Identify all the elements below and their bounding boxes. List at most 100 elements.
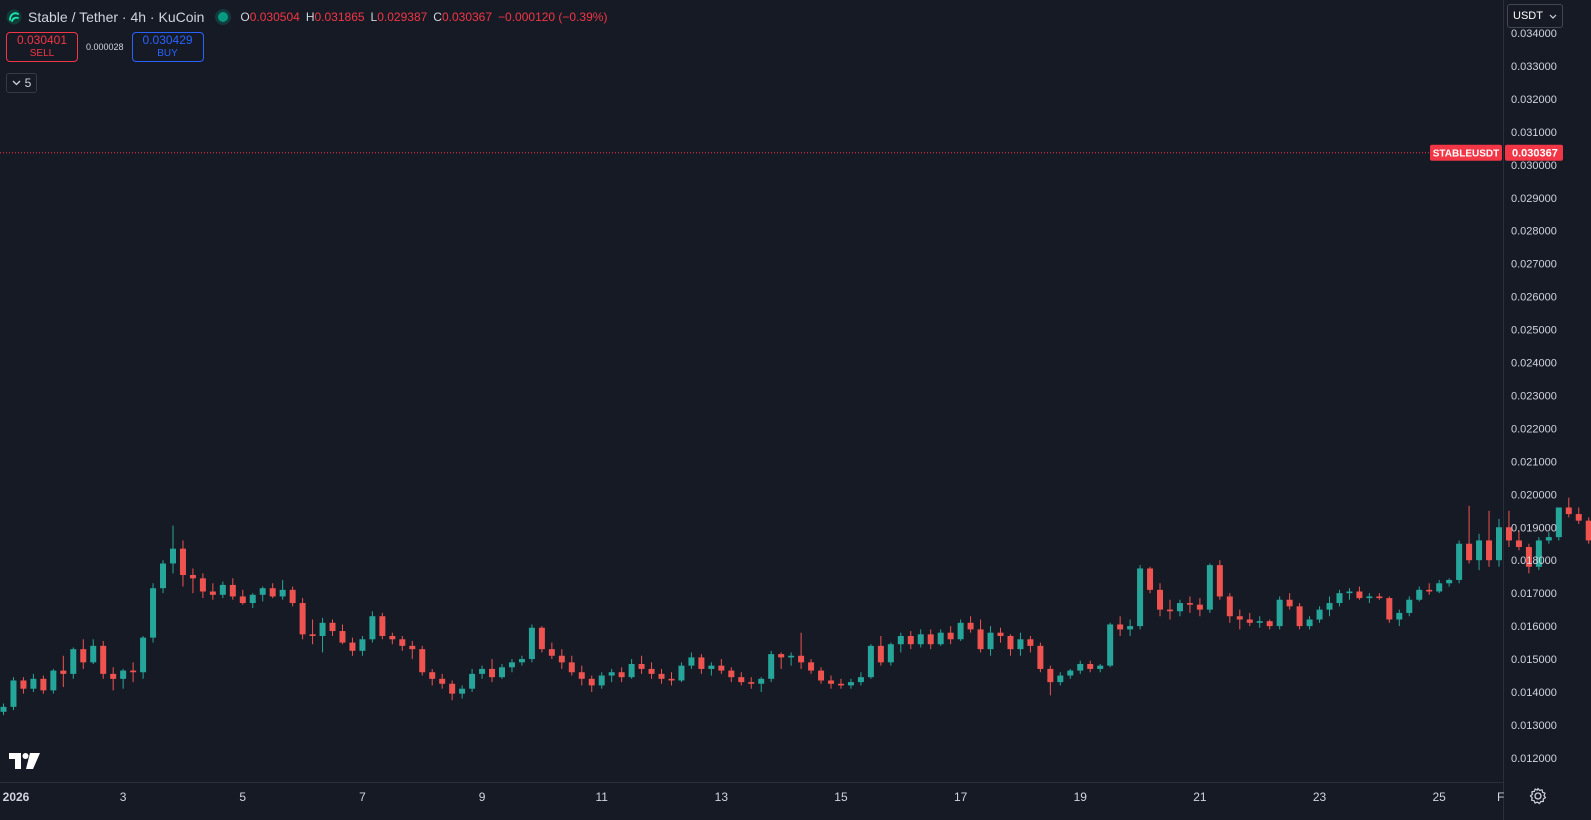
candle-body [518, 659, 525, 663]
buy-label: BUY [157, 48, 178, 59]
candle-body [698, 657, 705, 669]
tradingview-logo-icon[interactable] [9, 752, 41, 770]
candle-body [1296, 606, 1303, 627]
price-tick-label: 0.030000 [1511, 160, 1557, 172]
time-tick-label: 23 [1313, 790, 1327, 804]
symbol-title[interactable]: Stable / Tether · 4h · KuCoin [28, 9, 205, 25]
candle-body [1007, 635, 1014, 650]
candle-body [10, 680, 17, 707]
candle-body [459, 688, 466, 694]
candle-body [279, 589, 286, 597]
candle-body [1466, 543, 1473, 561]
candle-body [1147, 568, 1154, 590]
candle-body [479, 668, 486, 674]
price-tick-label: 0.023000 [1511, 390, 1557, 402]
currency-select[interactable]: USDT [1507, 4, 1563, 28]
spread-value: 0.000028 [86, 42, 124, 52]
ohlc-high-value: 0.031865 [314, 10, 365, 24]
candle-body [229, 584, 236, 597]
candle-body [538, 627, 545, 650]
candle-body [967, 622, 974, 630]
price-tick-label: 0.014000 [1511, 687, 1557, 699]
ohlc-change-value: −0.000120 (−0.39%) [498, 10, 608, 24]
candle-body [1575, 514, 1582, 521]
candle-body [947, 632, 954, 640]
candle-body [20, 680, 27, 689]
candle-body [568, 662, 575, 673]
candle-body [1017, 639, 1024, 650]
candle-body [150, 588, 157, 638]
time-tick-label: 19 [1074, 790, 1088, 804]
candle-body [1246, 619, 1253, 623]
candle-body [369, 616, 376, 640]
candle-body [977, 629, 984, 650]
candle-body [588, 678, 595, 686]
candle-body [70, 649, 77, 674]
time-tick-label: 7 [359, 790, 366, 804]
price-tick-label: 0.024000 [1511, 358, 1557, 370]
candle-body [1226, 596, 1233, 617]
candle-body [1376, 596, 1383, 599]
settings-gear-icon[interactable] [1528, 786, 1548, 806]
indicators-toggle-button[interactable]: 5 [6, 73, 37, 93]
candle-body [110, 673, 117, 679]
axis-corner [1504, 783, 1591, 820]
buy-button[interactable]: 0.030429 BUY [131, 32, 204, 62]
stable-logo-icon [6, 9, 22, 25]
candle-body [1446, 579, 1453, 584]
chevron-down-icon [12, 80, 21, 86]
candle-body [907, 635, 914, 645]
candle-body [1067, 670, 1074, 676]
candle-body [628, 663, 635, 678]
price-tick-label: 0.025000 [1511, 325, 1557, 337]
candle-body [668, 678, 675, 681]
candle-body [179, 548, 186, 576]
candle-body [658, 673, 665, 679]
time-tick-label: 21 [1193, 790, 1207, 804]
currency-value: USDT [1513, 10, 1543, 22]
candle-body [738, 677, 745, 683]
candle-body [1037, 645, 1044, 669]
ohlc-close-key: C [433, 10, 442, 24]
candle-body [608, 672, 615, 676]
candle-body [1057, 675, 1064, 683]
symbol-price-tag-label: STABLEUSDT [1433, 149, 1499, 160]
buy-price: 0.030429 [142, 33, 193, 47]
candle-body [349, 642, 356, 651]
candle-body [1396, 612, 1403, 620]
candle-body [638, 663, 645, 669]
sell-button[interactable]: 0.030401 SELL [6, 32, 78, 62]
candle-body [189, 575, 196, 579]
candle-body [867, 645, 874, 678]
candle-body [508, 662, 515, 668]
candle-body [1336, 593, 1343, 604]
price-tick-label: 0.022000 [1511, 423, 1557, 435]
candle-body [1316, 609, 1323, 620]
candle-body [718, 665, 725, 671]
candle-body [389, 635, 396, 640]
time-tick-label: 9 [479, 790, 486, 804]
candle-body [469, 673, 476, 689]
candle-body [1525, 547, 1532, 567]
candle-body [1565, 507, 1572, 515]
candle-body [1555, 507, 1562, 538]
price-tick-label: 0.034000 [1511, 28, 1557, 40]
candle-body [987, 632, 994, 650]
candle-body [748, 682, 755, 684]
candle-body [578, 672, 585, 679]
price-tick-label: 0.018000 [1511, 555, 1557, 567]
candle-body [1236, 616, 1243, 620]
candle-body [1186, 603, 1193, 605]
candle-body [837, 683, 844, 686]
candle-body [289, 589, 296, 604]
candle-body [808, 662, 815, 671]
candle-body [60, 670, 67, 674]
candle-body [199, 578, 206, 592]
ohlc-close-value: 0.030367 [441, 10, 493, 24]
candle-body [927, 634, 934, 645]
candle-body [239, 596, 246, 604]
candle-body [309, 634, 316, 636]
time-tick-label: 5 [239, 790, 246, 804]
candle-body [917, 634, 924, 645]
